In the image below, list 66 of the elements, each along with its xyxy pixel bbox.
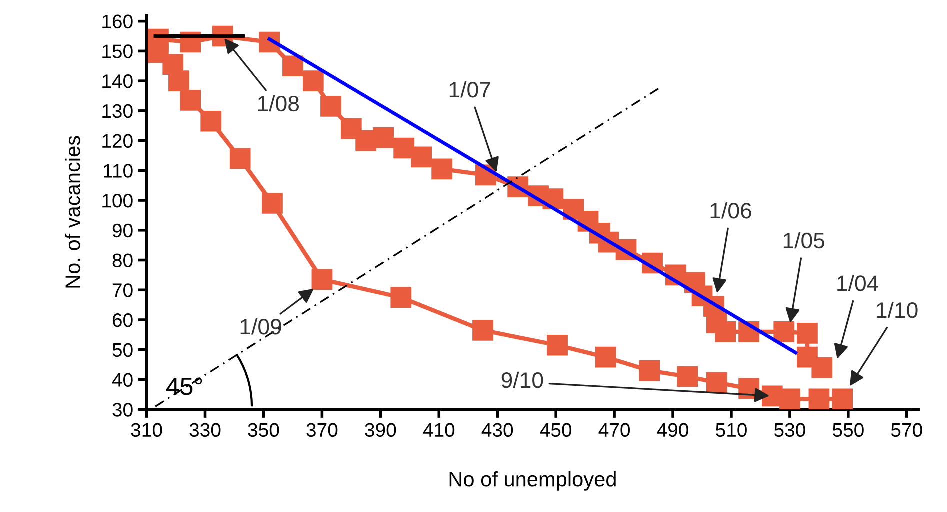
point bbox=[797, 323, 818, 344]
y-tick-label: 50 bbox=[112, 343, 133, 358]
point bbox=[774, 322, 795, 342]
x-tick-label: 530 bbox=[774, 423, 806, 438]
point bbox=[320, 96, 342, 117]
point bbox=[341, 118, 362, 140]
y-tick-label: 160 bbox=[102, 14, 133, 29]
annotation: 1/09 bbox=[240, 318, 282, 335]
point bbox=[780, 388, 800, 410]
x-tick-label: 490 bbox=[657, 423, 688, 438]
point bbox=[282, 56, 304, 77]
y-tick-label: 60 bbox=[112, 313, 133, 328]
point bbox=[547, 334, 568, 356]
point bbox=[200, 110, 222, 132]
x-tick-label: 330 bbox=[190, 423, 221, 438]
point bbox=[706, 372, 728, 394]
point bbox=[303, 70, 324, 92]
point bbox=[639, 360, 660, 382]
point bbox=[312, 269, 333, 290]
x-tick-label: 510 bbox=[716, 423, 747, 438]
point bbox=[394, 138, 414, 159]
x-tick-label: 310 bbox=[131, 423, 162, 438]
y-tick-label: 70 bbox=[112, 284, 133, 298]
point bbox=[230, 148, 251, 170]
y-tick-label: 100 bbox=[102, 194, 133, 208]
annotation: 9/10 bbox=[502, 372, 544, 388]
x-tick-label: 550 bbox=[832, 423, 864, 438]
x-tick-label: 450 bbox=[540, 423, 572, 438]
point bbox=[797, 346, 818, 368]
annotation: 1/10 bbox=[877, 302, 918, 318]
x-tick-label: 430 bbox=[482, 423, 514, 438]
x-tick-label: 470 bbox=[598, 423, 630, 438]
x-tick-label: 570 bbox=[891, 423, 922, 438]
point bbox=[808, 388, 830, 410]
y-tick-label: 30 bbox=[112, 403, 133, 417]
y-tick-label: 80 bbox=[112, 254, 133, 268]
x-tick-label: 410 bbox=[423, 423, 455, 438]
annotation: 45° bbox=[166, 378, 202, 396]
y-tick-label: 90 bbox=[112, 224, 133, 238]
y-tick-label: 150 bbox=[102, 44, 133, 58]
x-tick-label: 350 bbox=[248, 423, 280, 438]
y-tick-label: 140 bbox=[102, 74, 133, 88]
y-tick-label: 120 bbox=[102, 134, 133, 148]
point bbox=[432, 158, 452, 180]
annotation: 1/04 bbox=[838, 275, 879, 292]
annotation: 1/06 bbox=[710, 202, 752, 219]
y-axis-title: No. of vacancies bbox=[65, 136, 80, 288]
point bbox=[180, 90, 202, 111]
y-tick-label: 40 bbox=[112, 373, 133, 387]
annotation: 1/08 bbox=[258, 95, 300, 112]
point bbox=[677, 366, 698, 388]
y-tick-label: 110 bbox=[104, 164, 133, 178]
x-axis-title: No of unemployed bbox=[450, 471, 616, 491]
x-tick-label: 370 bbox=[306, 423, 338, 438]
point bbox=[262, 193, 283, 214]
point bbox=[595, 346, 616, 368]
point bbox=[832, 388, 853, 410]
point bbox=[563, 199, 584, 220]
point bbox=[168, 70, 190, 92]
annotation: 1/05 bbox=[784, 232, 825, 249]
y-tick-label: 130 bbox=[102, 104, 133, 118]
x-tick-label: 390 bbox=[365, 423, 396, 438]
point bbox=[411, 146, 432, 168]
point bbox=[472, 320, 494, 341]
annotation: 1/07 bbox=[450, 81, 490, 98]
point bbox=[390, 287, 412, 308]
